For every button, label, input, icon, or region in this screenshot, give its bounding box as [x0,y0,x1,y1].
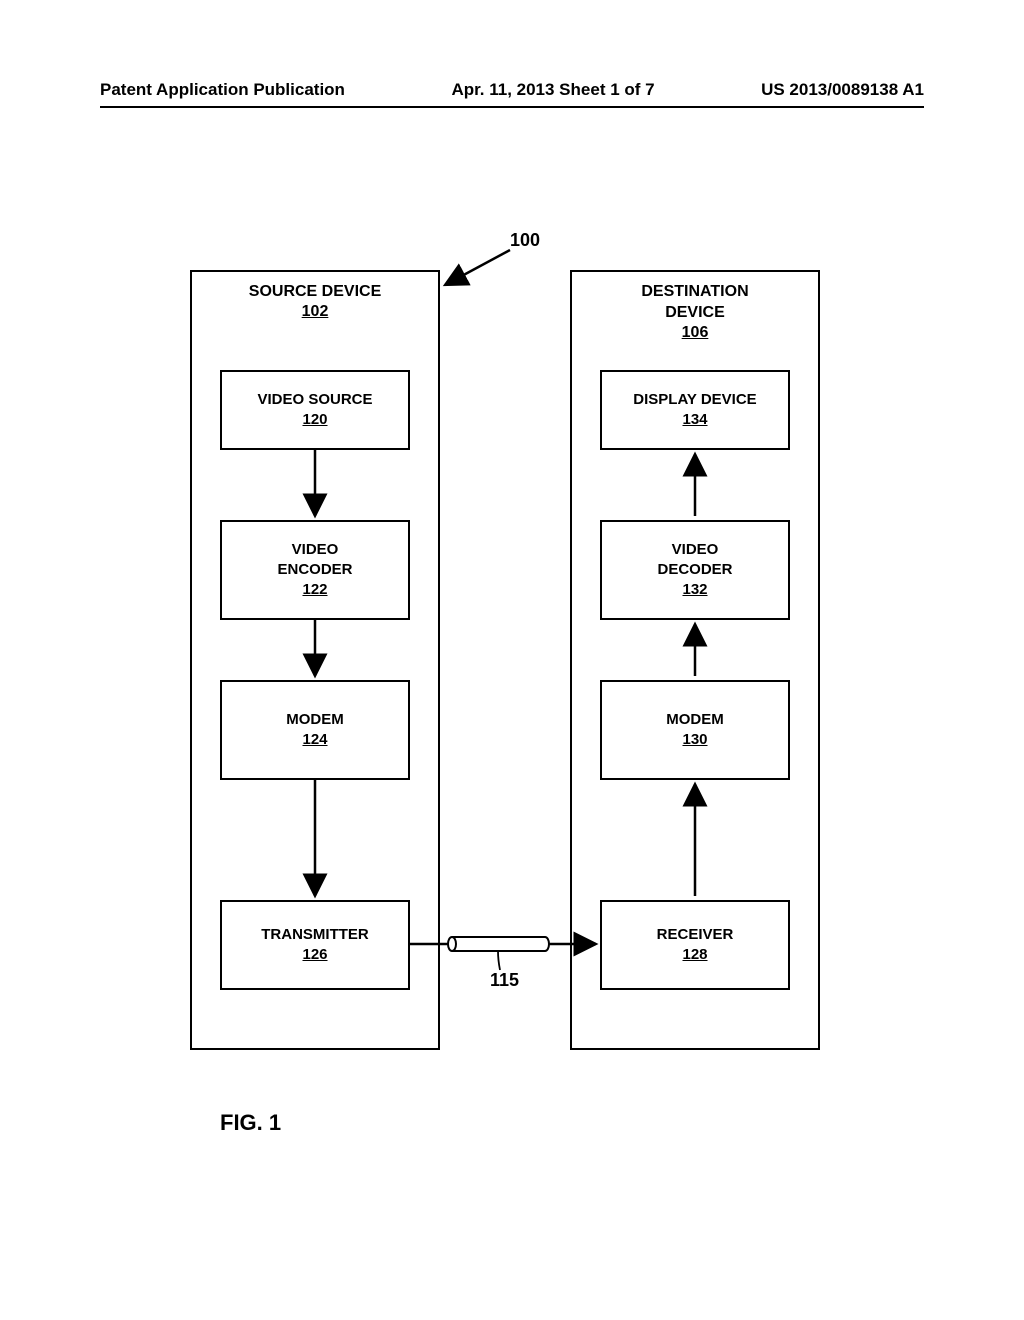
channel-ref-label: 115 [490,970,519,991]
dst-modem-ref: 130 [682,730,707,750]
patent-page: Patent Application Publication Apr. 11, … [0,0,1024,1320]
header-right: US 2013/0089138 A1 [761,80,924,100]
dst-modem-block: MODEM 130 [600,680,790,780]
dest-device-ref: 106 [572,324,818,342]
src-modem-label: MODEM [286,710,344,730]
src-modem-ref: 124 [302,730,327,750]
transmitter-ref: 126 [302,945,327,965]
src-modem-block: MODEM 124 [220,680,410,780]
dst-modem-label: MODEM [666,710,724,730]
header-rule [100,106,924,108]
video-encoder-block: VIDEO ENCODER 122 [220,520,410,620]
receiver-ref: 128 [682,945,707,965]
system-ref-label: 100 [510,230,540,251]
display-device-ref: 134 [682,410,707,430]
video-source-block: VIDEO SOURCE 120 [220,370,410,450]
receiver-block: RECEIVER 128 [600,900,790,990]
transmitter-label: TRANSMITTER [261,925,369,945]
video-source-label: VIDEO SOURCE [257,390,372,410]
source-device-title: SOURCE DEVICE [192,272,438,303]
figure-caption: FIG. 1 [220,1110,281,1136]
header-left: Patent Application Publication [100,80,345,100]
video-encoder-label-l2: ENCODER [277,560,352,580]
page-header: Patent Application Publication Apr. 11, … [100,80,924,100]
video-encoder-label-l1: VIDEO [292,540,339,560]
video-decoder-label-l1: VIDEO [672,540,719,560]
video-decoder-label-l2: DECODER [657,560,732,580]
video-decoder-block: VIDEO DECODER 132 [600,520,790,620]
receiver-label: RECEIVER [657,925,734,945]
display-device-label: DISPLAY DEVICE [633,390,756,410]
source-device-ref: 102 [192,303,438,321]
video-encoder-ref: 122 [302,580,327,600]
figure-diagram: 100 SOURCE DEVICE 102 DESTINATION DEVICE… [100,230,924,1130]
dest-device-title-l2: DEVICE [572,303,818,324]
transmitter-block: TRANSMITTER 126 [220,900,410,990]
video-decoder-ref: 132 [682,580,707,600]
dest-device-title-l1: DESTINATION [572,272,818,303]
video-source-ref: 120 [302,410,327,430]
header-center: Apr. 11, 2013 Sheet 1 of 7 [451,80,654,100]
display-device-block: DISPLAY DEVICE 134 [600,370,790,450]
